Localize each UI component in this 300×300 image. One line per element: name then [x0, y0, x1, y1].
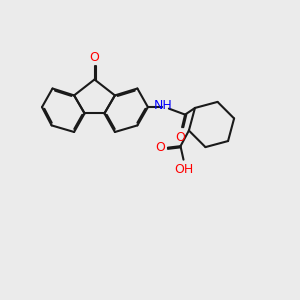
Text: O: O — [176, 131, 185, 144]
Text: O: O — [156, 141, 166, 154]
Text: NH: NH — [154, 99, 173, 112]
Text: O: O — [90, 51, 99, 64]
Text: OH: OH — [175, 163, 194, 176]
